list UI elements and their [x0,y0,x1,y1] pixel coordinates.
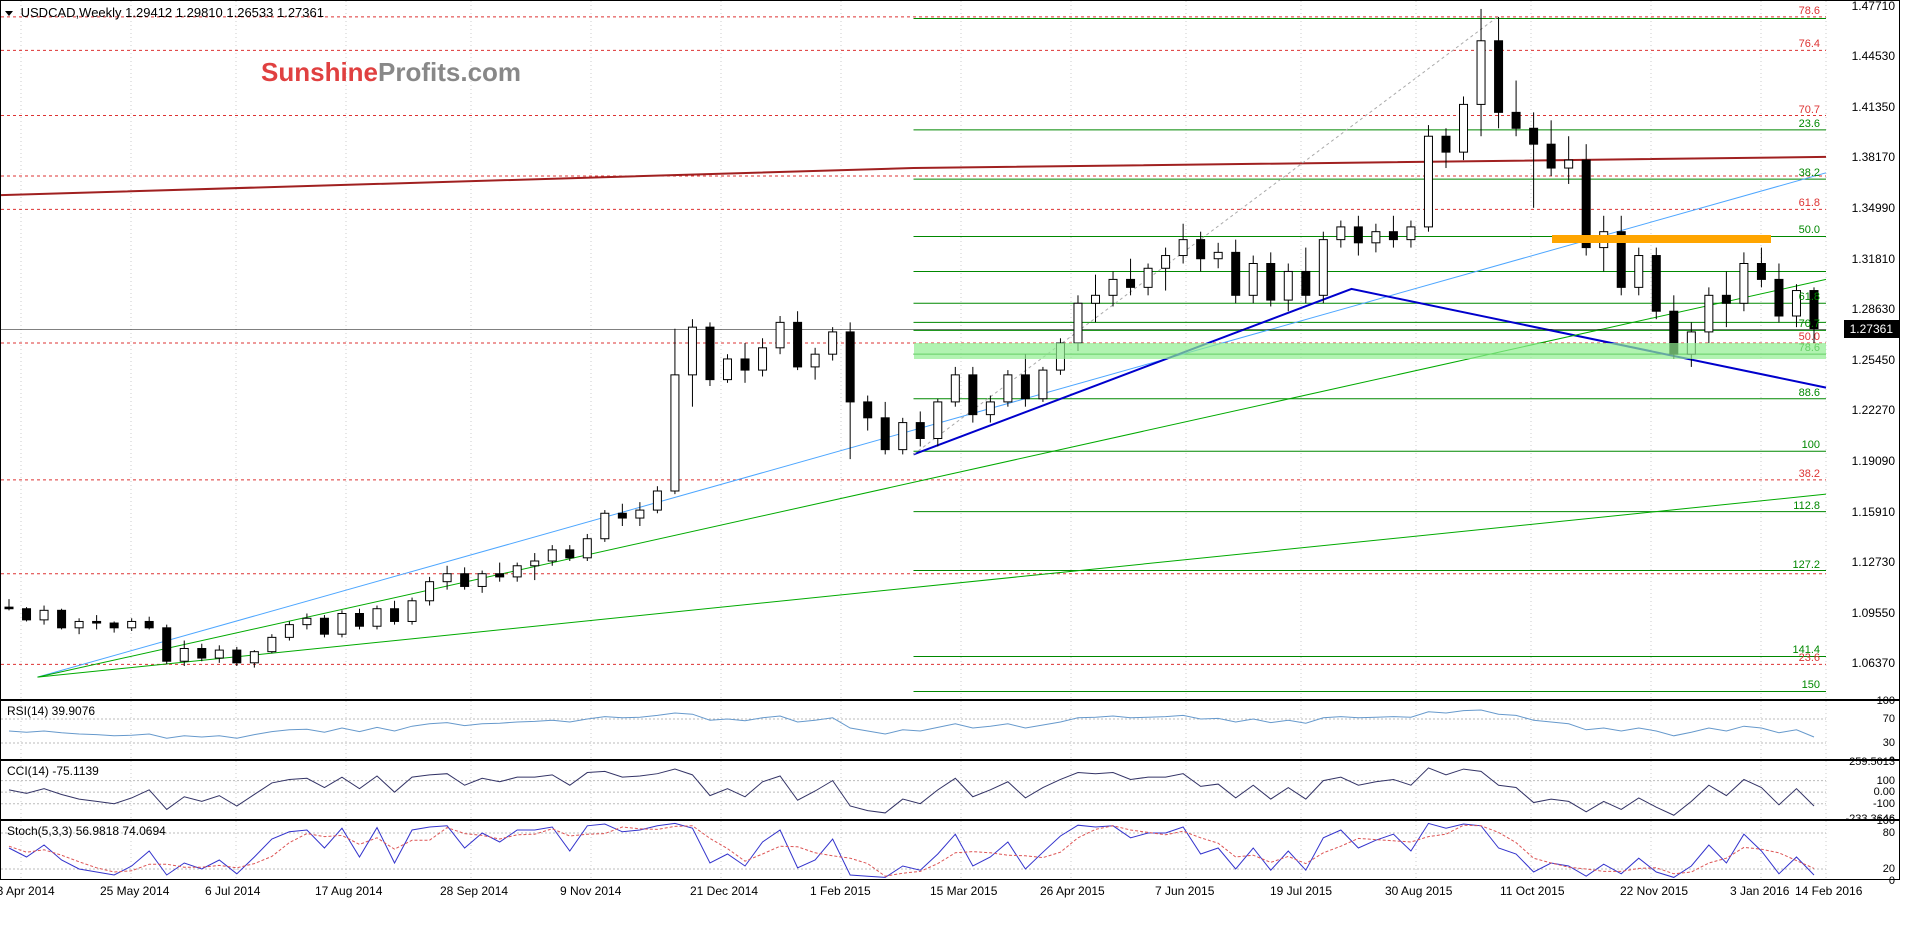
x-tick-label: 21 Dec 2014 [690,884,758,898]
y-tick-label: 1.44530 [1852,49,1895,63]
price-zone [914,343,1827,359]
stoch-scale: 20 [1883,863,1895,875]
fib-label: 78.6 [1799,5,1820,17]
x-tick-label: 13 Apr 2014 [0,884,55,898]
fib-label: 70.7 [1799,104,1820,116]
y-tick-label: 1.25450 [1852,353,1895,367]
rsi-svg [1,701,1901,761]
x-tick-label: 30 Aug 2015 [1385,884,1452,898]
y-tick-label: 1.12730 [1852,555,1895,569]
fib-label: 100 [1802,439,1820,451]
cci-scale: -100 [1873,798,1895,810]
cci-scale: 100 [1877,775,1895,787]
x-tick-label: 1 Feb 2015 [810,884,871,898]
x-tick-label: 6 Jul 2014 [205,884,260,898]
y-tick-label: 1.22270 [1852,403,1895,417]
fib-label: 23.6 [1799,118,1820,130]
x-tick-label: 14 Feb 2016 [1795,884,1862,898]
stoch-scale: 100 [1877,815,1895,827]
fib-label: 150 [1802,679,1820,691]
rsi-scale: 30 [1883,737,1895,749]
rsi-panel[interactable]: RSI(14) 39.9076 10070300 [0,700,1900,760]
y-tick-label: 1.34990 [1852,201,1895,215]
x-tick-label: 3 Jan 2016 [1730,884,1789,898]
rsi-scale: 100 [1877,695,1895,707]
x-tick-label: 7 Jun 2015 [1155,884,1214,898]
y-tick-label: 1.47710 [1852,0,1895,13]
fib-label: 50.0 [1799,224,1820,236]
stoch-svg [1,821,1901,881]
y-tick-label: 1.28630 [1852,302,1895,316]
price-zone [1552,235,1771,243]
fib-label: 127.2 [1792,559,1820,571]
fib-label: 112.8 [1793,500,1820,512]
timeframe-label: Weekly [79,5,121,20]
x-tick-label: 22 Nov 2015 [1620,884,1688,898]
current-price-box: 1.27361 [1844,320,1899,338]
watermark: SunshineProfits.com [261,57,521,88]
y-tick-label: 1.31810 [1852,252,1895,266]
fib-label: 88.6 [1799,387,1820,399]
cci-panel[interactable]: CCI(14) -75.1139 259.50131000.00-100-233… [0,760,1900,820]
fib-label: 38.2 [1799,167,1820,179]
rsi-scale: 70 [1883,713,1895,725]
y-tick-label: 1.41350 [1852,100,1895,114]
x-tick-label: 11 Oct 2015 [1500,884,1565,898]
y-tick-label: 1.19090 [1852,454,1895,468]
cci-scale: 0.00 [1874,786,1895,798]
fib-label: 61.8 [1799,197,1820,209]
fib-label: 70.7 [1799,318,1820,330]
fib-label: 38.2 [1799,468,1820,480]
cci-label: CCI(14) -75.1139 [7,764,99,778]
symbol-label: USDCAD [21,5,76,20]
x-tick-label: 26 Apr 2015 [1040,884,1105,898]
stoch-panel[interactable]: Stoch(5,3,3) 56.9818 74.0694 10080200 [0,820,1900,880]
x-tick-label: 9 Nov 2014 [560,884,621,898]
fib-label: 141.4 [1792,644,1820,656]
y-tick-label: 1.15910 [1852,505,1895,519]
x-tick-label: 15 Mar 2015 [930,884,997,898]
y-tick-label: 1.38170 [1852,150,1895,164]
x-tick-label: 17 Aug 2014 [315,884,382,898]
fib-label: 76.4 [1799,38,1820,50]
dropdown-icon[interactable] [5,11,13,16]
rsi-label: RSI(14) 39.9076 [7,704,95,718]
y-tick-label: 1.06370 [1852,656,1895,670]
stoch-label: Stoch(5,3,3) 56.9818 74.0694 [7,824,166,838]
x-tick-label: 28 Sep 2014 [440,884,508,898]
fib-label: 61.8 [1799,291,1820,303]
x-tick-label: 25 May 2014 [100,884,169,898]
ohlc-label: 1.29412 1.29810 1.26533 1.27361 [125,5,324,20]
cci-svg [1,761,1901,821]
stoch-scale: 80 [1883,827,1895,839]
chart-header: USDCAD,Weekly 1.29412 1.29810 1.26533 1.… [5,5,324,20]
x-tick-label: 19 Jul 2015 [1270,884,1332,898]
y-tick-label: 1.09550 [1852,606,1895,620]
cci-scale: 259.5013 [1849,756,1895,768]
x-axis: 13 Apr 2014 25 May 2014 6 Jul 2014 17 Aug 2… [0,880,1900,920]
main-price-chart[interactable]: USDCAD,Weekly 1.29412 1.29810 1.26533 1.… [0,0,1900,700]
